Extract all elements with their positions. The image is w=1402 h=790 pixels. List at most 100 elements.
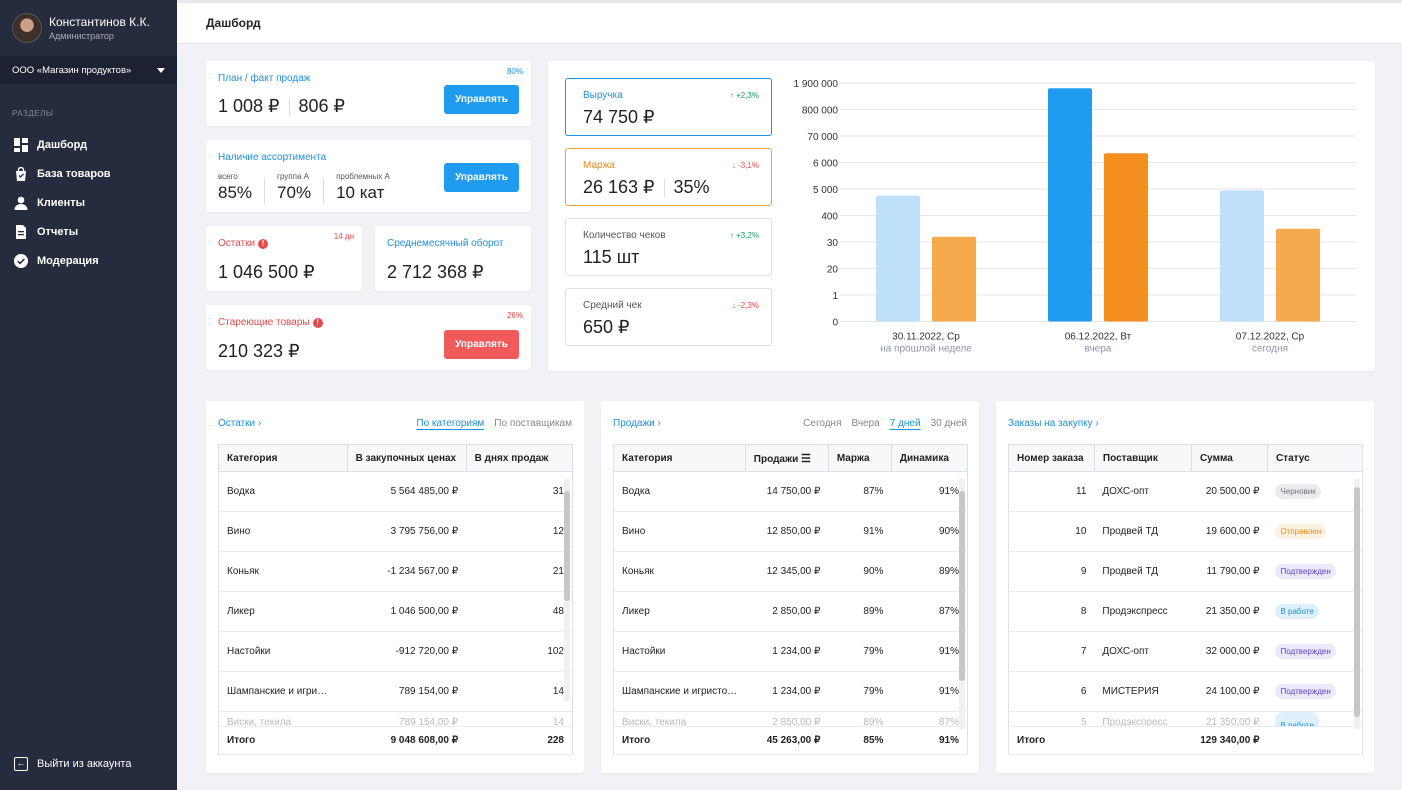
- table-cell: ДОХС-опт: [1094, 471, 1192, 512]
- scrollbar[interactable]: [564, 479, 570, 701]
- table-cell: 19 600,00 ₽: [1191, 511, 1268, 552]
- warning-icon: !: [312, 318, 323, 328]
- bar[interactable]: [1048, 88, 1092, 322]
- x-tick-sublabel: сегодня: [1252, 344, 1288, 355]
- table-row[interactable]: Ликер 1 046 500,00 ₽48: [218, 591, 573, 632]
- aging-percent: 26%: [506, 311, 523, 320]
- table-cell: 20 500,00 ₽: [1191, 471, 1268, 512]
- plan-fact-title: План / факт продаж: [218, 73, 311, 84]
- table-row[interactable]: Коньяк -1 234 567,00 ₽21: [218, 551, 573, 592]
- x-tick-sublabel: на прошлой неделе: [880, 344, 972, 355]
- y-tick-label: 20: [827, 265, 839, 276]
- table-cell: 91%: [828, 511, 892, 552]
- table-cell: Ликер: [613, 591, 746, 632]
- table-row[interactable]: Водка 5 564 485,00 ₽31: [218, 471, 573, 512]
- plan-manage-button[interactable]: Управлять: [444, 85, 519, 114]
- table-row[interactable]: 9 Продвей ТД 11 790,00 ₽ Подтвержден: [1008, 551, 1363, 592]
- status-badge: В работе: [1275, 604, 1319, 619]
- fact-value: 806 ₽: [298, 96, 346, 116]
- kpi-revenue[interactable]: Выручка ↑ +2,3% 74 750 ₽: [565, 78, 772, 136]
- stock-table-title[interactable]: Остатки ›: [218, 418, 262, 429]
- table-row[interactable]: Ликер 2 850,00 ₽89% 87%: [613, 591, 968, 632]
- table-row[interactable]: 5 Продэкспресс 21 350,00 ₽ В работе: [1008, 711, 1363, 727]
- column-header[interactable]: Продажи ☰: [745, 444, 829, 472]
- bar[interactable]: [1276, 228, 1320, 322]
- total-cell: 85%: [828, 726, 892, 755]
- sidebar-item-reports[interactable]: Отчеты: [14, 217, 111, 246]
- table-row[interactable]: 7 ДОХС-опт 32 000,00 ₽ Подтвержден: [1008, 631, 1363, 672]
- column-header[interactable]: Номер заказа: [1008, 444, 1095, 472]
- total-cell: Итого: [613, 726, 746, 755]
- sort-icon[interactable]: ☰: [801, 452, 811, 465]
- aging-manage-button[interactable]: Управлять: [444, 330, 519, 359]
- kpi-average-receipt[interactable]: Средний чек ↓ -2,3% 650 ₽: [565, 288, 772, 346]
- column-header[interactable]: Статус: [1267, 444, 1364, 472]
- avatar[interactable]: [12, 13, 42, 43]
- total-cell: 45 263,00 ₽: [745, 726, 829, 755]
- kpi-receipts-count[interactable]: Количество чеков ↑ +3,2% 115 шт: [565, 218, 772, 276]
- sales-table-title[interactable]: Продажи ›: [613, 418, 661, 429]
- chevron-right-icon: ›: [1095, 418, 1099, 429]
- tab-by-category[interactable]: По категориям: [416, 418, 485, 429]
- table-cell: 102: [466, 631, 573, 672]
- assortment-manage-button[interactable]: Управлять: [444, 163, 519, 192]
- sidebar-item-dashboard[interactable]: Дашборд: [14, 130, 111, 159]
- tab-by-supplier[interactable]: По поставщикам: [494, 418, 572, 429]
- table-row[interactable]: Водка 14 750,00 ₽87% 91%: [613, 471, 968, 512]
- logout-button[interactable]: ← Выйти из аккаунта: [14, 757, 131, 771]
- bar[interactable]: [876, 195, 920, 322]
- column-header[interactable]: Категория: [613, 444, 746, 472]
- table-row[interactable]: Виски, текила 2 850,00 ₽89% 87%: [613, 711, 968, 727]
- kpi-margin[interactable]: Маржа ↓ -3,1% 26 163 ₽35%: [565, 148, 772, 206]
- table-row[interactable]: 8 Продэкспресс 21 350,00 ₽ В работе: [1008, 591, 1363, 632]
- sales-table: Категория Продажи ☰ Маржа Динамика Водка 14 7…: [613, 444, 969, 755]
- table-row[interactable]: Вино 3 795 756,00 ₽12: [218, 511, 573, 552]
- table-row[interactable]: Настойки 1 234,00 ₽79% 91%: [613, 631, 968, 672]
- table-row[interactable]: Шампанские и игристо… 1 234,00 ₽79% 91%: [613, 671, 968, 712]
- column-header[interactable]: Маржа: [828, 444, 892, 472]
- table-row[interactable]: 11 ДОХС-опт 20 500,00 ₽ Черновик: [1008, 471, 1363, 512]
- company-select[interactable]: ООО «Магазин продуктов»: [0, 56, 177, 84]
- tab-30-days[interactable]: 30 дней: [930, 418, 967, 429]
- table-cell: 1 046 500,00 ₽: [347, 591, 467, 632]
- scrollbar[interactable]: [1354, 479, 1360, 729]
- table-cell: 10: [1008, 511, 1095, 552]
- table-row[interactable]: Шампанские и игри… 789 154,00 ₽14: [218, 671, 573, 712]
- tab-today[interactable]: Сегодня: [803, 418, 842, 429]
- sidebar: Константинов К.К. Администратор ООО «Маг…: [0, 0, 177, 790]
- sidebar-item-products[interactable]: База товаров: [14, 159, 111, 188]
- tab-7-days[interactable]: 7 дней: [889, 418, 921, 429]
- table-row[interactable]: 6 МИСТЕРИЯ 24 100,00 ₽ Подтвержден: [1008, 671, 1363, 712]
- column-header[interactable]: Сумма: [1191, 444, 1268, 472]
- table-row[interactable]: Вино 12 850,00 ₽91% 90%: [613, 511, 968, 552]
- column-header[interactable]: Поставщик: [1094, 444, 1192, 472]
- sidebar-item-moderation[interactable]: Модерация: [14, 246, 111, 275]
- table-row[interactable]: 10 Продвей ТД 19 600,00 ₽ Отправлен: [1008, 511, 1363, 552]
- bar[interactable]: [1220, 190, 1264, 322]
- orders-table-title[interactable]: Заказы на закупку ›: [1008, 418, 1099, 429]
- table-row[interactable]: Коньяк 12 345,00 ₽90% 89%: [613, 551, 968, 592]
- tab-yesterday[interactable]: Вчера: [851, 418, 880, 429]
- table-cell: 87%: [891, 711, 968, 727]
- table-row[interactable]: Настойки -912 720,00 ₽102: [218, 631, 573, 672]
- total-cell: [1094, 726, 1192, 755]
- stock-table: Категория В закупочных ценах В днях продаж…: [218, 444, 574, 755]
- column-header[interactable]: Категория: [218, 444, 348, 472]
- table-total-row: Итого 129 340,00 ₽: [1008, 726, 1363, 755]
- table-cell: 48: [466, 591, 573, 632]
- table-row[interactable]: Виски, текила 789 154,00 ₽14: [218, 711, 573, 727]
- sidebar-item-clients[interactable]: Клиенты: [14, 188, 111, 217]
- column-header[interactable]: Динамика: [891, 444, 969, 472]
- scrollbar[interactable]: [959, 479, 965, 729]
- user-name: Константинов К.К.: [49, 15, 150, 29]
- kpi-label: Средний чек: [583, 300, 642, 311]
- bar[interactable]: [1104, 153, 1148, 322]
- column-header[interactable]: В закупочных ценах: [347, 444, 467, 472]
- bar[interactable]: [932, 236, 976, 322]
- user-block[interactable]: Константинов К.К. Администратор: [12, 13, 150, 43]
- table-header-row: Категория Продажи ☰ Маржа Динамика: [613, 444, 969, 472]
- column-header[interactable]: В днях продаж: [466, 444, 574, 472]
- y-tick-label: 30: [827, 238, 839, 249]
- sidebar-item-label: База товаров: [37, 167, 111, 180]
- table-cell: Виски, текила: [218, 711, 348, 727]
